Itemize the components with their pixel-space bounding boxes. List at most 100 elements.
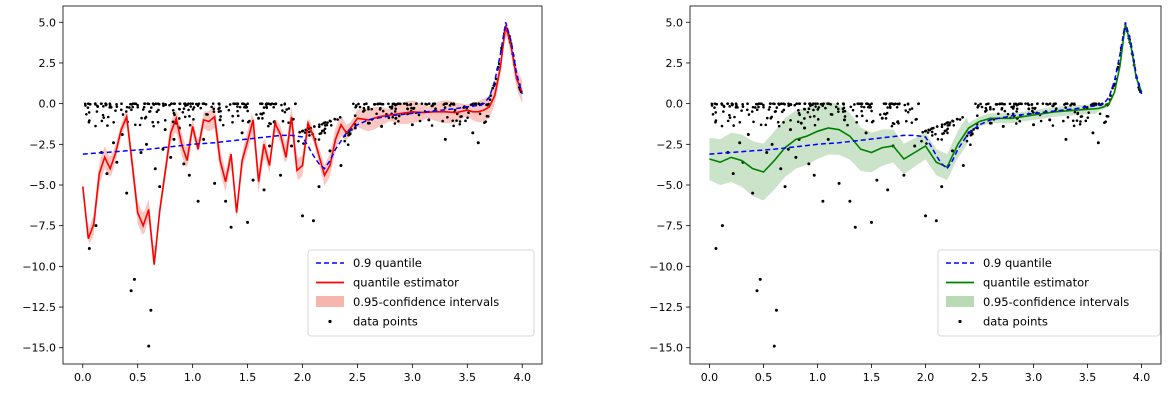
data-point xyxy=(467,111,470,114)
data-point xyxy=(221,123,225,127)
data-point xyxy=(864,131,868,135)
data-point xyxy=(114,109,117,112)
data-point xyxy=(862,105,866,109)
data-point xyxy=(106,124,109,127)
data-point xyxy=(952,124,956,127)
x-tick-label: 1.5 xyxy=(863,371,881,384)
data-point xyxy=(281,109,284,112)
data-point xyxy=(184,104,187,108)
y-tick-label: −12.5 xyxy=(22,301,56,314)
data-point xyxy=(268,144,272,148)
data-point xyxy=(192,106,196,109)
data-point xyxy=(1033,106,1037,110)
data-point xyxy=(1086,116,1090,119)
data-point xyxy=(924,214,927,218)
data-point xyxy=(441,119,444,123)
data-point xyxy=(782,108,786,112)
data-point xyxy=(896,120,899,124)
data-point xyxy=(733,115,736,119)
data-point xyxy=(767,108,771,111)
data-point xyxy=(799,121,803,125)
data-point xyxy=(747,113,751,116)
data-point xyxy=(267,124,270,128)
data-point xyxy=(1011,112,1015,116)
data-point xyxy=(329,124,333,127)
data-point xyxy=(1036,102,1039,105)
legend: 0.9 quantile quantile estimator 0.95-conf… xyxy=(307,249,535,337)
data-point xyxy=(280,103,283,107)
data-point xyxy=(236,109,239,113)
data-point xyxy=(731,103,734,106)
data-point xyxy=(268,102,272,106)
data-point xyxy=(181,110,185,114)
data-point xyxy=(988,121,992,125)
data-point xyxy=(143,102,147,105)
data-point xyxy=(279,173,283,177)
data-point xyxy=(242,105,246,109)
data-point xyxy=(842,102,845,105)
data-point xyxy=(855,114,859,118)
data-point xyxy=(391,115,394,119)
data-point xyxy=(1071,119,1075,123)
data-point xyxy=(914,118,918,121)
data-point xyxy=(393,110,397,113)
data-point xyxy=(961,116,964,119)
data-point xyxy=(713,102,717,105)
data-point xyxy=(738,120,742,124)
data-point xyxy=(822,102,825,105)
data-point xyxy=(287,107,291,110)
data-point xyxy=(318,132,322,136)
data-point xyxy=(144,142,148,146)
data-point xyxy=(746,102,749,106)
data-point xyxy=(1027,107,1031,111)
data-point xyxy=(816,102,819,105)
data-point xyxy=(391,102,395,106)
data-point xyxy=(257,116,261,120)
data-point xyxy=(156,121,160,124)
data-point xyxy=(281,119,285,123)
data-point xyxy=(367,107,370,111)
data-point xyxy=(841,107,845,111)
data-point xyxy=(125,105,129,109)
data-point xyxy=(930,130,934,134)
data-point xyxy=(285,108,288,111)
data-point xyxy=(980,105,984,109)
data-point xyxy=(211,102,215,105)
data-point xyxy=(975,114,979,117)
data-point xyxy=(788,128,792,132)
data-point xyxy=(102,116,106,119)
data-point xyxy=(940,123,944,126)
data-point xyxy=(212,110,216,113)
data-point xyxy=(158,185,162,189)
data-point xyxy=(420,102,424,105)
data-point xyxy=(1078,122,1082,126)
data-point xyxy=(860,102,864,106)
data-point xyxy=(1030,103,1033,106)
data-point xyxy=(228,103,232,106)
data-point xyxy=(987,102,990,106)
data-point xyxy=(860,105,863,108)
plot-area xyxy=(82,22,523,348)
y-tick-label: −2.5 xyxy=(29,138,56,151)
data-point xyxy=(458,120,462,123)
data-point xyxy=(783,102,786,106)
y-tick-label: −10.0 xyxy=(649,260,683,273)
data-point xyxy=(197,102,201,105)
data-point xyxy=(217,110,221,113)
data-point xyxy=(363,102,366,106)
data-point xyxy=(941,132,944,136)
data-point xyxy=(1075,119,1079,122)
data-point xyxy=(311,219,315,223)
data-point xyxy=(880,116,884,120)
data-point xyxy=(246,109,249,113)
data-point xyxy=(808,102,811,106)
data-point xyxy=(471,102,475,106)
data-point xyxy=(94,103,97,106)
data-point xyxy=(410,123,414,127)
data-point xyxy=(105,103,108,106)
data-point xyxy=(875,178,879,182)
data-point xyxy=(969,143,972,147)
data-point xyxy=(1018,119,1022,123)
data-point xyxy=(764,123,768,127)
legend-handle-band xyxy=(316,296,344,307)
